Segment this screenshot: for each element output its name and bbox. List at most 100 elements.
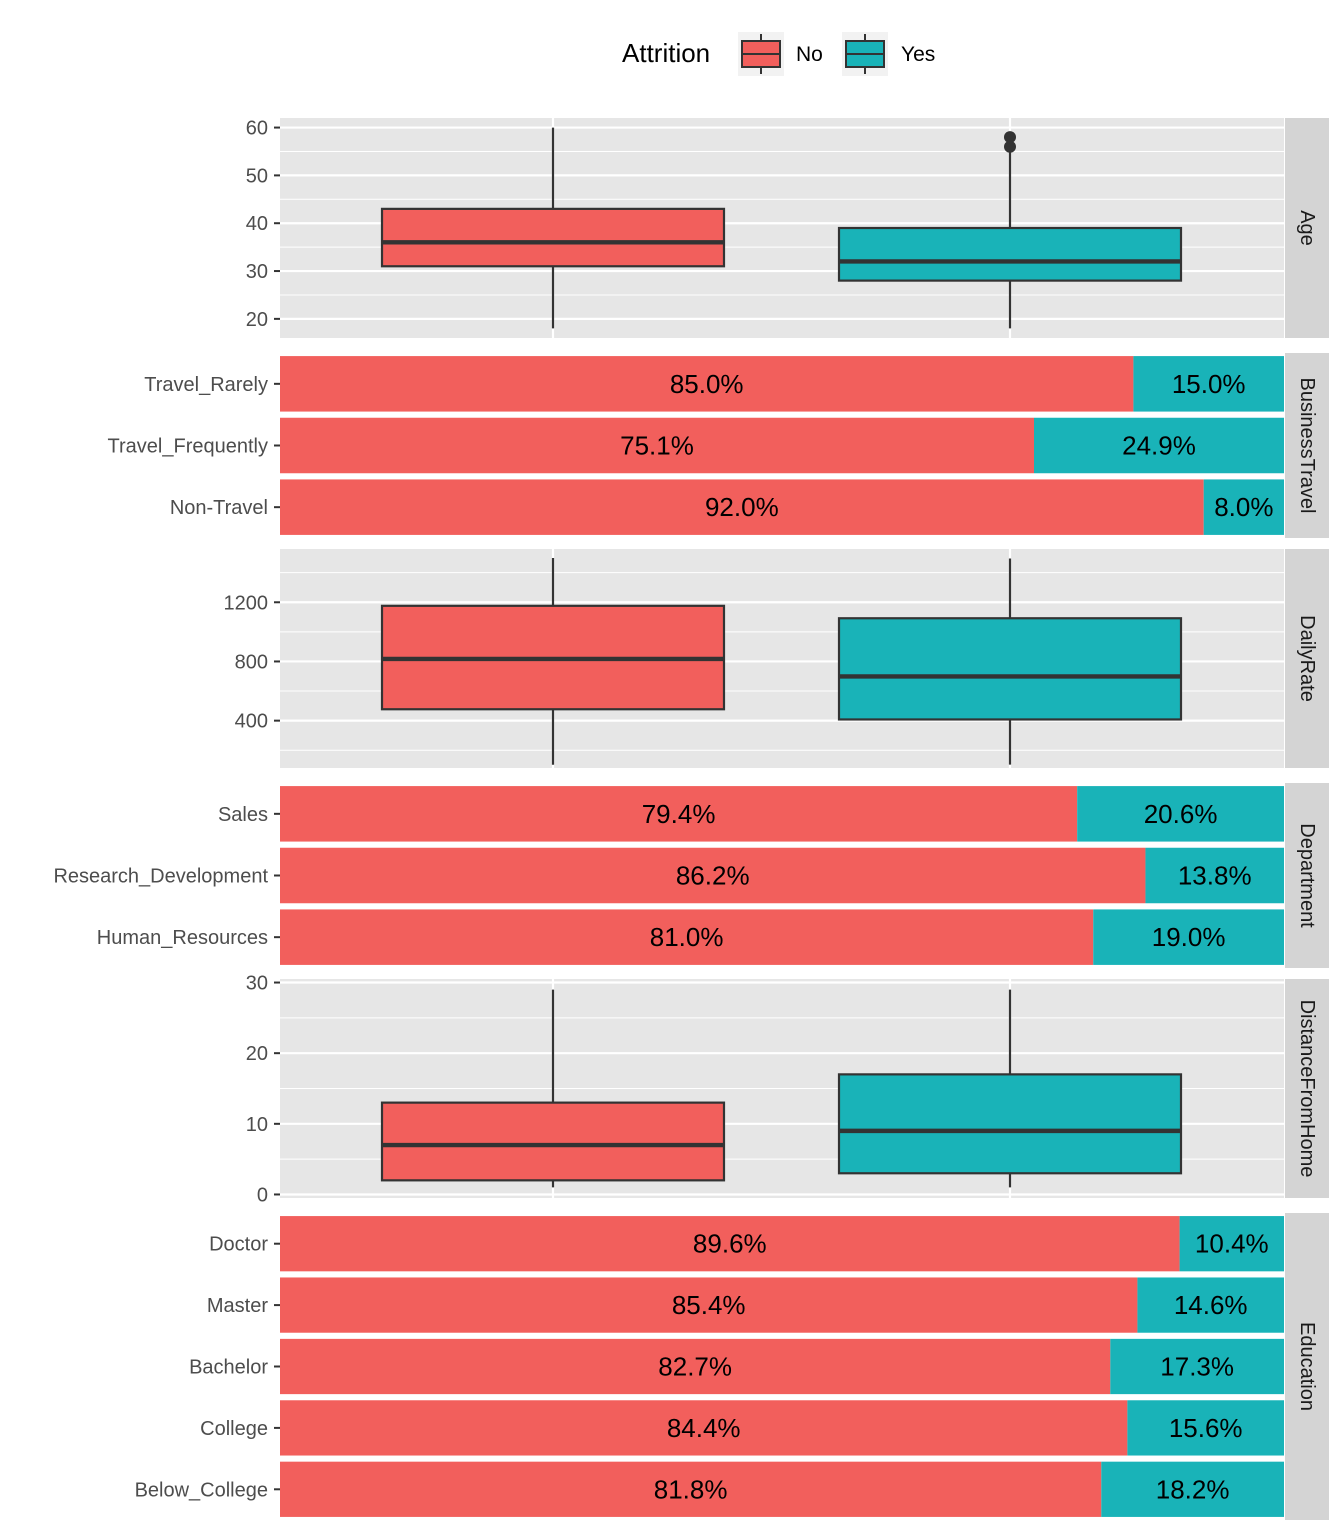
y-tick-label: 1200 <box>224 592 269 614</box>
bar-row: 75.1% 24.9% <box>280 417 1284 474</box>
bar-yes <box>1145 847 1284 904</box>
bar-label-no: 81.8% <box>654 1474 728 1504</box>
y-tick-label: 50 <box>246 165 268 187</box>
category-label: Non-Travel <box>170 497 268 519</box>
outlier-point <box>1004 131 1016 144</box>
y-tick-label: 40 <box>246 213 268 235</box>
bar-row: 85.4% 14.6% <box>280 1277 1284 1333</box>
panel-businesstravel: 85.0% 15.0% Travel_Rarely 75.1% 24.9% Travel_… <box>108 353 1329 538</box>
bar-label-yes: 8.0% <box>1214 492 1273 522</box>
bar-row: 82.7% 17.3% <box>280 1338 1284 1395</box>
category-label: Travel_Frequently <box>108 436 268 458</box>
box-iqr <box>837 1073 1183 1175</box>
bar-label-yes: 24.9% <box>1122 431 1196 461</box>
panel-distancefromhome: 0 10 20 30 DistanceFromHome <box>246 973 1329 1206</box>
bar-row: 81.8% 18.2% <box>280 1461 1284 1517</box>
bar-row: 92.0% 8.0% <box>280 479 1284 535</box>
bar-label-no: 86.2% <box>676 861 750 891</box>
box-yes <box>837 989 1183 1188</box>
bar-yes <box>1101 1461 1284 1517</box>
facet-strip <box>1285 783 1329 968</box>
bar-no <box>280 1338 1111 1395</box>
y-tick-label: 30 <box>246 973 268 995</box>
box-iqr <box>380 207 726 268</box>
bar-yes <box>1127 1400 1284 1456</box>
facet-panels: 20 30 40 50 60 Age 85.0% 15.0% Travel_Rarely 75.1… <box>53 118 1329 1520</box>
bar-yes <box>1133 356 1284 412</box>
box-iqr <box>837 226 1183 282</box>
y-tick-label: 20 <box>246 1043 268 1065</box>
y-tick-label: 400 <box>235 711 268 733</box>
bar-yes <box>1203 479 1284 535</box>
bar-yes <box>1093 909 1284 965</box>
legend-key-no <box>738 32 784 76</box>
bar-no <box>280 417 1035 474</box>
box-iqr <box>380 1101 726 1182</box>
facet-strip-label: DailyRate <box>1296 615 1318 702</box>
y-tick-label: 800 <box>235 651 268 673</box>
bar-label-no: 85.4% <box>672 1290 746 1320</box>
panel-department: 79.4% 20.6% Sales 86.2% 13.8% Research_Develo… <box>53 783 1329 968</box>
panel-education: 89.6% 10.4% Doctor 85.4% 14.6% Master 82.7% 17.… <box>135 1213 1329 1520</box>
y-tick-label: 10 <box>246 1114 268 1136</box>
facet-strip-label: DistanceFromHome <box>1296 1000 1318 1178</box>
category-label: Research_Development <box>53 866 268 888</box>
facet-strip <box>1285 979 1329 1198</box>
bar-label-no: 92.0% <box>705 492 779 522</box>
box-yes <box>837 131 1183 329</box>
bar-no <box>280 1216 1180 1272</box>
facet-strip-label: Education <box>1296 1322 1318 1411</box>
bar-label-yes: 19.0% <box>1152 922 1226 952</box>
bar-label-yes: 10.4% <box>1195 1229 1269 1259</box>
bar-label-yes: 15.6% <box>1169 1413 1243 1443</box>
bar-yes <box>1077 786 1284 842</box>
bar-label-yes: 13.8% <box>1178 861 1252 891</box>
bar-no <box>280 479 1204 535</box>
box-no <box>380 558 726 765</box>
category-label: Doctor <box>209 1234 268 1256</box>
y-tick-label: 60 <box>246 118 268 140</box>
bar-row: 81.0% 19.0% <box>280 909 1284 965</box>
bar-label-yes: 17.3% <box>1160 1352 1234 1382</box>
bar-label-no: 84.4% <box>667 1413 741 1443</box>
bar-label-yes: 20.6% <box>1144 799 1218 829</box>
outlier-point <box>1004 140 1016 153</box>
legend-label-yes: Yes <box>901 43 935 66</box>
bar-no <box>280 356 1134 412</box>
facet-strip <box>1285 353 1329 538</box>
bar-no <box>280 1461 1102 1517</box>
facet-strip-label: Age <box>1296 210 1318 246</box>
facet-strip-label: BusinessTravel <box>1296 378 1318 514</box>
bar-label-yes: 15.0% <box>1172 369 1246 399</box>
bar-yes <box>1179 1216 1284 1272</box>
bar-row: 89.6% 10.4% <box>280 1216 1284 1272</box>
facet-strip <box>1285 549 1329 768</box>
category-label: Travel_Rarely <box>144 374 268 396</box>
category-label: Sales <box>218 804 268 826</box>
bar-label-no: 85.0% <box>670 369 744 399</box>
bar-yes <box>1034 417 1284 474</box>
bar-no <box>280 786 1078 842</box>
box-iqr <box>837 617 1183 721</box>
legend-title: Attrition <box>622 38 710 68</box>
facet-strip <box>1285 118 1329 338</box>
category-label: College <box>200 1418 268 1440</box>
bar-label-no: 79.4% <box>642 799 716 829</box>
bar-row: 84.4% 15.6% <box>280 1400 1284 1456</box>
bar-label-yes: 18.2% <box>1156 1474 1230 1504</box>
bar-no <box>280 1277 1138 1333</box>
legend-key-yes <box>842 32 888 76</box>
category-label: Master <box>207 1295 268 1317</box>
bar-yes <box>1110 1338 1284 1395</box>
box-yes <box>837 558 1183 765</box>
bar-label-no: 89.6% <box>693 1229 767 1259</box>
bar-no <box>280 909 1094 965</box>
panel-age: 20 30 40 50 60 Age <box>246 118 1329 338</box>
panel-dailyrate: 400 800 1200 DailyRate <box>224 549 1329 768</box>
bar-no <box>280 847 1146 904</box>
y-tick-label: 20 <box>246 309 268 331</box>
bar-yes <box>1137 1277 1284 1333</box>
category-label: Human_Resources <box>97 927 268 949</box>
legend-label-no: No <box>796 43 823 66</box>
